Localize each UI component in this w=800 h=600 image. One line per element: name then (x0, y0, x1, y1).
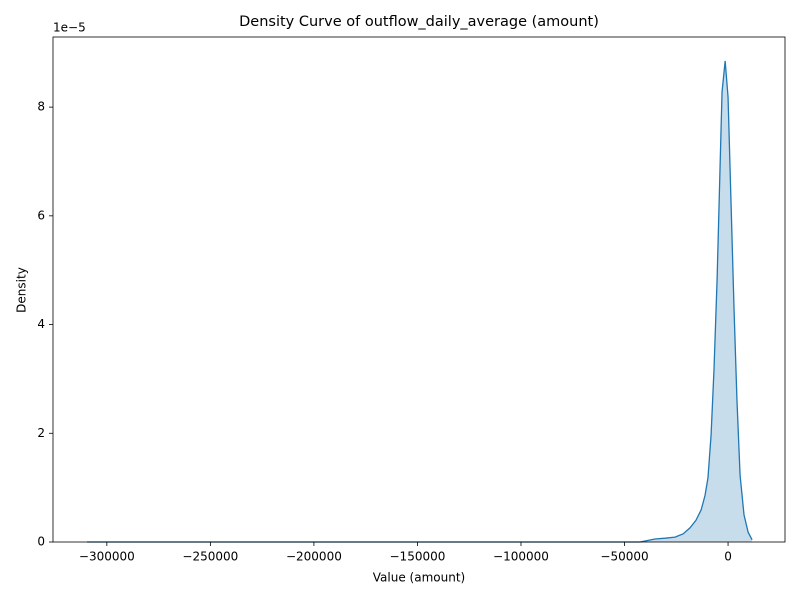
y-tick-label: 0 (37, 535, 45, 549)
density-area (86, 60, 753, 543)
x-tick-label: −200000 (286, 550, 342, 564)
chart-title: Density Curve of outflow_daily_average (… (239, 14, 599, 30)
x-tick-label: −300000 (79, 550, 135, 564)
x-tick-label: −250000 (182, 550, 238, 564)
x-tick-label: 0 (724, 550, 732, 564)
plot-frame (52, 36, 786, 543)
y-axis-label: Density (15, 267, 29, 313)
x-axis-label: Value (amount) (373, 571, 465, 585)
x-tick-label: −150000 (390, 550, 446, 564)
x-tick-label: −100000 (493, 550, 549, 564)
y-tick-label: 8 (37, 100, 45, 114)
density-line (86, 60, 753, 543)
y-tick-label: 4 (37, 317, 45, 331)
x-tick-label: −50000 (600, 550, 648, 564)
y-tick-label: 2 (37, 426, 45, 440)
y-offset-label: 1e−5 (53, 21, 86, 35)
y-tick-label: 6 (37, 208, 45, 222)
